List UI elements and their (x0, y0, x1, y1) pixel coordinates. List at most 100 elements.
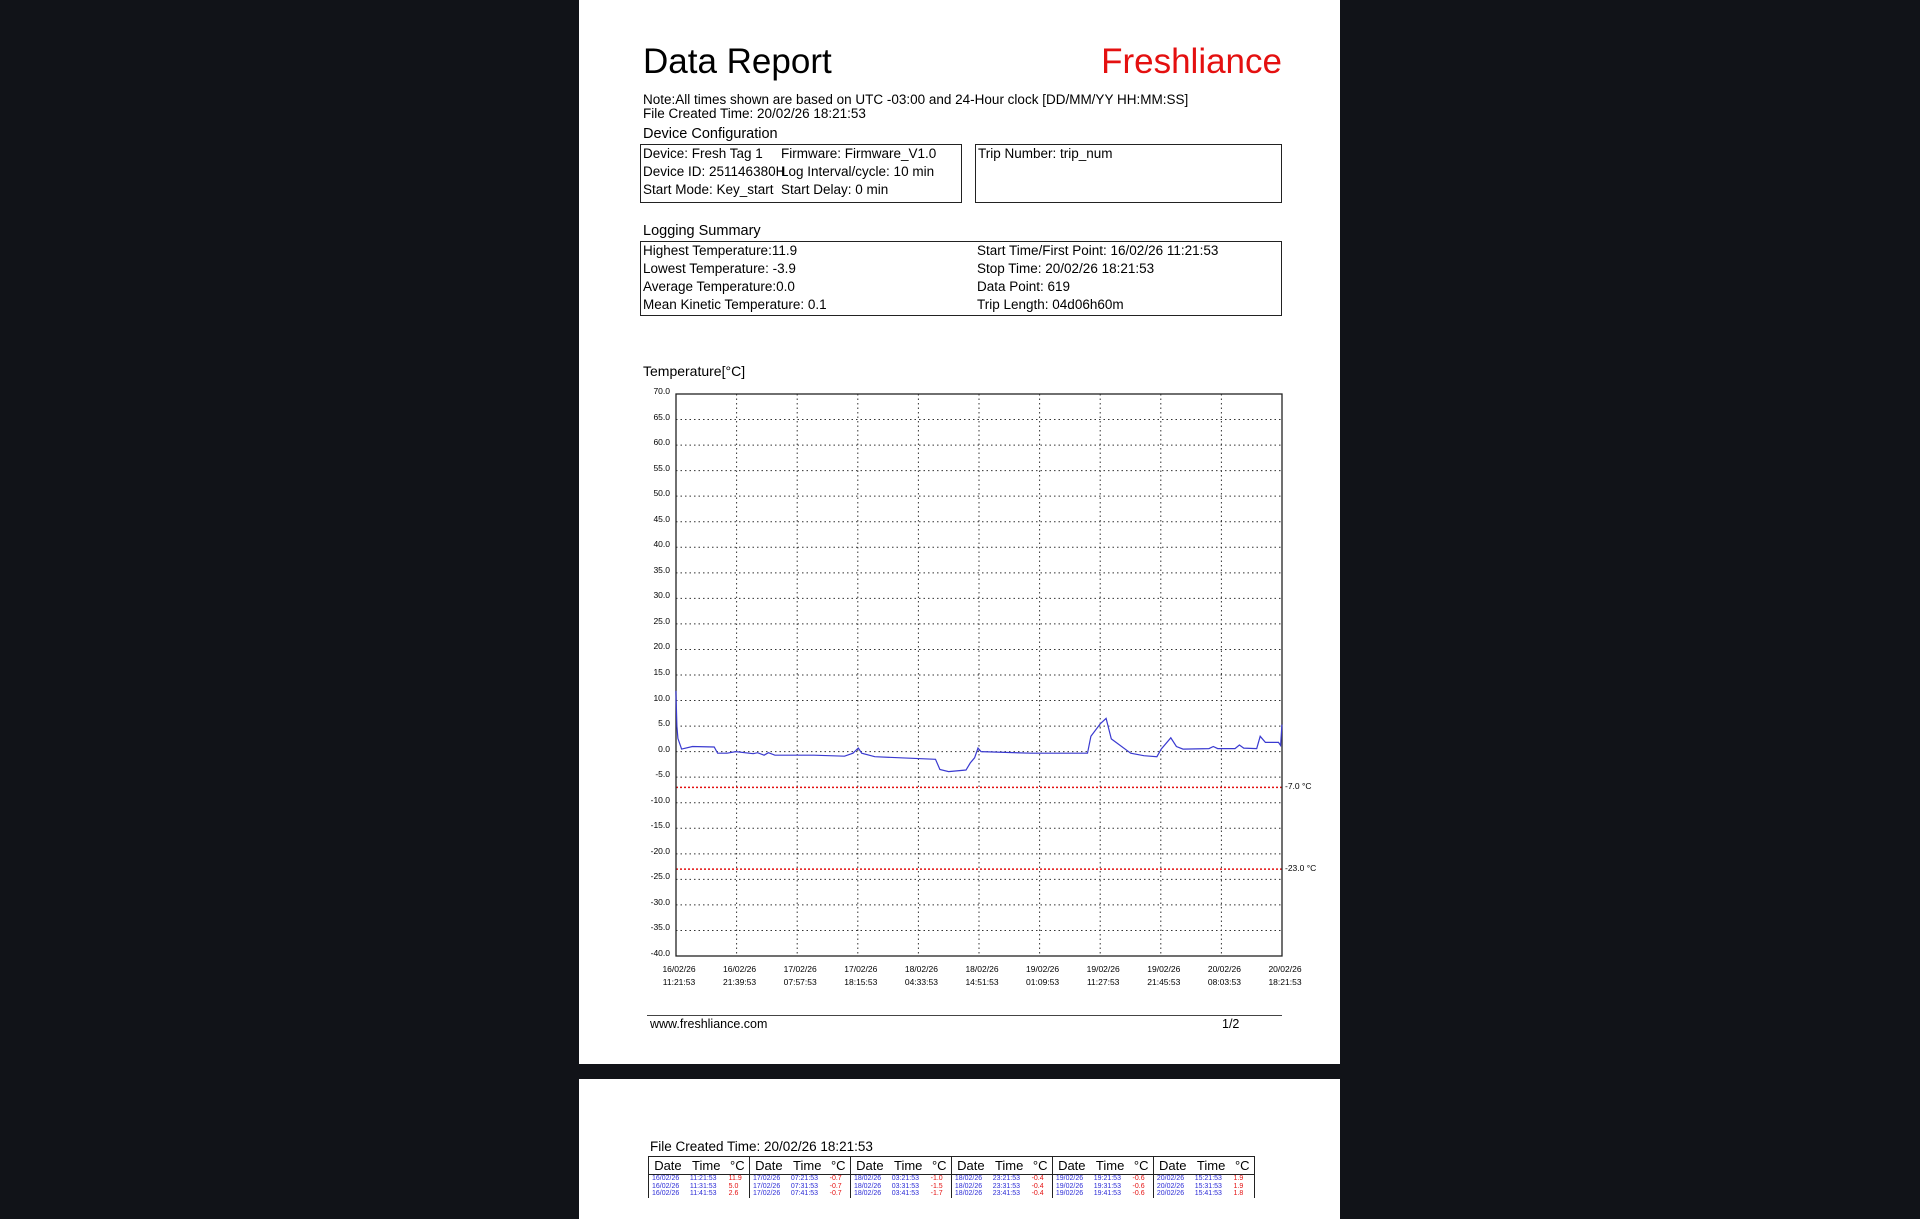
cell-temp: -0.6 (1132, 1182, 1145, 1190)
cell-date: 18/02/26 (950, 1182, 990, 1190)
x-tick-date: 17/02/26 (844, 964, 878, 974)
x-tick-label: 20/02/26 18:21:53 (1250, 963, 1320, 989)
column-header: °C (1129, 1156, 1154, 1175)
column-header: Date (849, 1156, 889, 1175)
cell-temp: -0.7 (829, 1175, 842, 1182)
start-delay: Start Delay: 0 min (781, 182, 889, 197)
column-header: Date (748, 1156, 788, 1175)
cell-time: 15:21:53 (1194, 1175, 1222, 1182)
column-header: °C (927, 1156, 952, 1175)
column-header: Time (989, 1156, 1029, 1175)
timezone-note: Note:All times shown are based on UTC -0… (643, 92, 1189, 107)
y-tick-label: -20.0 (650, 845, 670, 856)
cell-time: 03:41:53 (891, 1190, 920, 1197)
cell-temp: -0.7 (829, 1182, 842, 1190)
y-tick-label: 55.0 (653, 462, 670, 473)
cell-time: 11:41:53 (689, 1190, 717, 1197)
x-tick-label: 18/02/26 04:33:53 (886, 963, 956, 989)
data-table: Date Time °C Date Time °C Date Time °C Date Time °C… (647, 1156, 1255, 1198)
x-tick-time: 18:15:53 (844, 977, 878, 987)
device-config-heading: Device Configuration (643, 126, 778, 142)
y-tick-label: 60.0 (653, 437, 670, 448)
cell-time: 19:31:53 (1093, 1182, 1121, 1190)
column-header: Date (950, 1156, 990, 1175)
cell-time: 23:21:53 (992, 1175, 1020, 1182)
y-tick-label: -10.0 (650, 794, 670, 805)
x-tick-time: 21:45:53 (1147, 977, 1181, 987)
cell-temp: -0.4 (1031, 1182, 1044, 1190)
x-tick-label: 17/02/26 18:15:53 (826, 963, 896, 989)
cell-time: 15:41:53 (1194, 1190, 1222, 1197)
y-tick-label: -40.0 (650, 948, 670, 958)
cell-temp: 1.9 (1233, 1182, 1244, 1190)
cell-date: 18/02/26 (950, 1174, 990, 1183)
x-tick-label: 19/02/26 11:27:53 (1068, 963, 1138, 989)
cell-date: 18/02/26 (849, 1190, 889, 1198)
x-tick-date: 18/02/26 (904, 964, 938, 974)
cell-time: 19:41:53 (1093, 1190, 1121, 1197)
y-tick-label: 5.0 (658, 718, 670, 729)
highest-temp: Highest Temperature:11.9 (643, 243, 798, 258)
footer-url: www.freshliance.com (650, 1017, 768, 1031)
file-created-time: File Created Time: 20/02/26 18:21:53 (643, 106, 866, 121)
x-tick-date: 17/02/26 (783, 964, 817, 974)
page-number: 1/2 (1222, 1017, 1240, 1031)
y-tick-label: 15.0 (653, 667, 670, 677)
x-tick-time: 11:27:53 (1086, 977, 1120, 987)
x-tick-label: 19/02/26 21:45:53 (1129, 963, 1199, 989)
cell-date: 16/02/26 (647, 1190, 687, 1198)
cell-temp: -0.4 (1031, 1175, 1044, 1182)
x-tick-date: 18/02/26 (965, 964, 999, 974)
y-tick-label: 10.0 (653, 692, 670, 703)
logging-summary-heading: Logging Summary (643, 223, 761, 239)
logging-summary-box: Highest Temperature:11.9 Lowest Temperat… (640, 241, 1282, 316)
x-tick-time: 14:51:53 (965, 977, 999, 987)
plot-frame (675, 393, 1283, 957)
table-row: 16/02/26 11:31:53 5.0 17/02/26 07:31:53 -0.7 1… (647, 1182, 1255, 1190)
cell-temp: 11.9 (728, 1175, 742, 1182)
cell-date: 17/02/26 (748, 1174, 788, 1183)
trip-number: Trip Number: trip_num (978, 146, 1113, 161)
column-header: °C (1230, 1156, 1255, 1175)
stop-time: Stop Time: 20/02/26 18:21:53 (977, 261, 1155, 276)
firmware: Firmware: Firmware_V1.0 (781, 146, 937, 161)
cell-time: 07:31:53 (790, 1182, 819, 1190)
cell-temp: -1.7 (930, 1190, 943, 1197)
y-tick-label: -5.0 (655, 769, 670, 780)
x-tick-date: 16/02/26 (662, 964, 696, 974)
x-tick-label: 18/02/26 14:51:53 (947, 963, 1017, 989)
device-id: Device ID: 251146380H (643, 164, 786, 179)
cell-time: 03:31:53 (891, 1182, 920, 1190)
y-tick-label: 65.0 (653, 411, 670, 422)
cell-date: 19/02/26 (1051, 1190, 1091, 1198)
column-header: Time (888, 1156, 928, 1175)
x-tick-label: 17/02/26 07:57:53 (765, 963, 835, 989)
x-tick-time: 18:21:53 (1268, 977, 1302, 987)
x-tick-time: 21:39:53 (723, 977, 757, 987)
y-tick-label: 50.0 (653, 488, 670, 499)
cell-date: 16/02/26 (647, 1174, 687, 1183)
y-tick-label: 0.0 (658, 743, 670, 754)
cell-time: 23:31:53 (992, 1182, 1020, 1190)
cell-temp: 1.8 (1233, 1190, 1244, 1197)
cell-date: 20/02/26 (1152, 1190, 1192, 1198)
cell-time: 03:21:53 (891, 1175, 920, 1182)
x-tick-date: 19/02/26 (1026, 964, 1060, 974)
cell-date: 18/02/26 (849, 1182, 889, 1190)
data-point-count: Data Point: 619 (977, 279, 1071, 294)
start-time: Start Time/First Point: 16/02/26 11:21:5… (977, 243, 1219, 258)
cell-date: 17/02/26 (748, 1190, 788, 1198)
cell-time: 07:21:53 (790, 1175, 819, 1182)
y-tick-label: -30.0 (650, 896, 670, 907)
limit-label: -7.0 °C (1285, 781, 1312, 792)
column-header: Time (787, 1156, 827, 1175)
cell-temp: 1.9 (1233, 1175, 1244, 1182)
trip-box: Trip Number: trip_num (975, 144, 1282, 203)
table-row: 16/02/26 11:41:53 2.6 17/02/26 07:41:53 -0.7 1… (647, 1190, 1255, 1198)
lowest-temp: Lowest Temperature: -3.9 (643, 261, 796, 276)
cell-temp: -0.7 (829, 1190, 842, 1197)
x-tick-time: 08:03:53 (1207, 977, 1241, 987)
column-header: Date (1051, 1156, 1091, 1175)
cell-date: 16/02/26 (647, 1182, 687, 1190)
file-created-time-p2: File Created Time: 20/02/26 18:21:53 (650, 1139, 873, 1154)
